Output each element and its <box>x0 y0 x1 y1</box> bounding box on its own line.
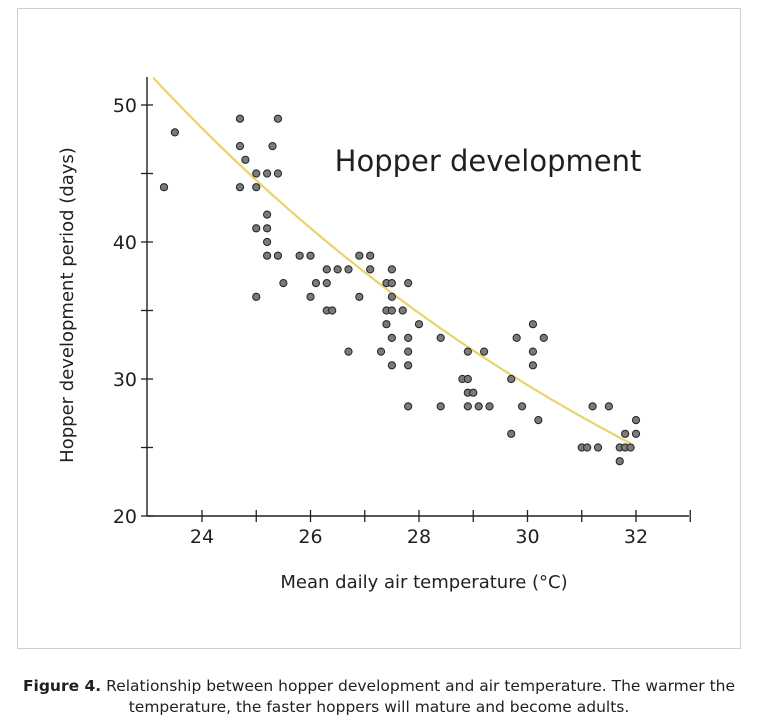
data-point <box>414 320 424 329</box>
chart-title: Hopper development <box>335 144 642 178</box>
data-point <box>626 443 635 452</box>
data-point <box>534 416 543 425</box>
figure-frame: 20 30 40 50 24 26 28 30 32 Hopper development Me… <box>17 8 741 649</box>
data-point <box>539 333 548 342</box>
data-point <box>241 155 250 164</box>
data-point <box>463 347 472 356</box>
data-point <box>273 114 283 123</box>
data-point <box>474 402 483 411</box>
data-point <box>263 169 272 178</box>
data-point <box>322 265 331 274</box>
data-point <box>382 320 391 329</box>
data-point <box>263 237 272 247</box>
data-point <box>604 402 613 411</box>
data-point <box>463 402 472 411</box>
data-points <box>159 114 641 466</box>
x-tick-label: 30 <box>515 526 539 548</box>
data-point <box>404 279 413 288</box>
data-point <box>436 402 445 411</box>
trend-line <box>152 76 632 445</box>
data-point <box>355 292 364 301</box>
data-point <box>517 402 527 411</box>
data-point <box>366 265 375 274</box>
data-point <box>333 265 342 274</box>
x-tick-label: 32 <box>624 526 648 548</box>
y-tick-label: 20 <box>113 506 137 528</box>
data-point <box>528 347 538 356</box>
data-point <box>322 279 331 288</box>
data-point <box>387 306 396 315</box>
data-point <box>512 333 521 342</box>
data-point <box>404 333 413 342</box>
data-point <box>463 374 472 384</box>
data-point <box>235 114 245 123</box>
x-tick-label: 26 <box>298 526 322 548</box>
data-point <box>404 402 413 411</box>
y-tick-label: 40 <box>113 232 137 254</box>
data-point <box>311 279 321 288</box>
x-tick-label: 28 <box>407 526 431 548</box>
caption-label: Figure 4. <box>22 677 102 695</box>
data-point <box>344 347 353 356</box>
data-point <box>235 183 245 192</box>
data-point <box>235 142 245 151</box>
data-point <box>263 251 272 260</box>
data-point <box>279 279 288 288</box>
data-point <box>306 292 315 301</box>
ticks: 20 30 40 50 24 26 28 30 32 <box>113 95 691 548</box>
data-point <box>159 183 169 192</box>
data-point <box>295 251 304 260</box>
data-point <box>621 429 630 438</box>
data-point <box>387 265 396 274</box>
data-point <box>528 361 538 370</box>
trend-line-group <box>152 76 632 445</box>
data-point <box>273 169 283 178</box>
data-point <box>480 347 489 356</box>
data-point <box>436 333 445 342</box>
data-point <box>528 320 538 329</box>
data-point <box>469 388 478 397</box>
data-point <box>631 416 641 425</box>
x-tick-label: 24 <box>190 526 214 548</box>
data-point <box>588 402 597 411</box>
figure-caption: Figure 4. Relationship between hopper de… <box>20 676 738 718</box>
data-point <box>252 224 261 233</box>
data-point <box>387 361 396 370</box>
data-point <box>252 292 261 301</box>
data-point <box>355 251 364 260</box>
data-point <box>170 128 179 137</box>
data-point <box>263 224 272 233</box>
data-point <box>268 142 277 151</box>
data-point <box>507 429 516 438</box>
data-point <box>366 251 375 260</box>
data-point <box>376 347 386 356</box>
data-point <box>593 443 603 452</box>
data-point <box>387 292 396 301</box>
scatter-chart: 20 30 40 50 24 26 28 30 32 Hopper development Me… <box>57 76 691 593</box>
data-point <box>583 443 592 452</box>
data-point <box>398 306 407 315</box>
data-point <box>306 251 315 260</box>
y-tick-label: 50 <box>113 95 137 117</box>
data-point <box>252 183 261 192</box>
data-point <box>404 361 413 370</box>
y-axis-label: Hopper development period (days) <box>57 147 78 463</box>
data-point <box>328 306 337 315</box>
data-point <box>252 169 261 178</box>
x-axis-label: Mean daily air temperature (°C) <box>280 572 567 593</box>
data-point <box>631 429 641 438</box>
data-point <box>387 279 396 288</box>
data-point <box>404 347 413 356</box>
data-point <box>485 402 494 411</box>
y-tick-label: 30 <box>113 369 137 391</box>
data-point <box>387 333 396 342</box>
axes <box>146 77 689 517</box>
data-point <box>263 210 272 219</box>
data-point <box>507 374 516 384</box>
data-point <box>344 265 353 274</box>
data-point <box>615 457 624 466</box>
caption-text: Relationship between hopper development … <box>106 677 736 716</box>
data-point <box>273 251 283 260</box>
